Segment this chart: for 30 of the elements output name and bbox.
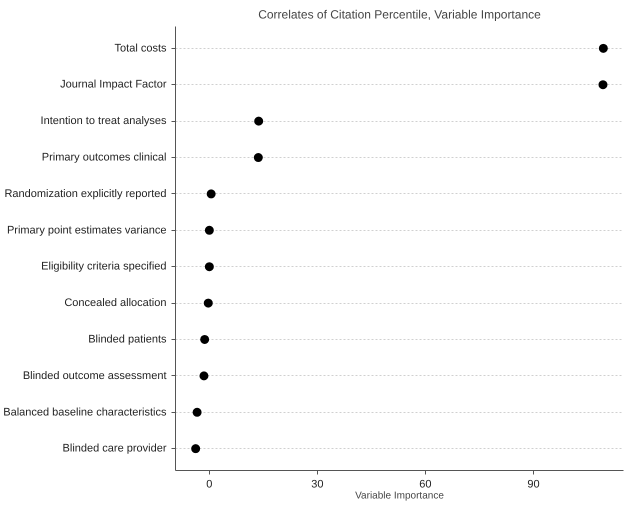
point [200, 334, 210, 344]
y-tick-label: Blinded outcome assessment [22, 370, 166, 382]
y-tick-label: Blinded patients [88, 333, 167, 346]
y-tick-label: Blinded care provider [62, 442, 167, 455]
x-tick-label: 60 [419, 478, 432, 490]
point [598, 80, 608, 90]
x-tick-label: 90 [527, 478, 540, 490]
x-tick-label: 30 [311, 478, 324, 490]
y-tick-label: Randomization explicitly reported [4, 188, 167, 200]
point [199, 371, 208, 380]
point [204, 298, 213, 308]
point [598, 44, 608, 53]
point [254, 153, 263, 162]
point [204, 226, 214, 235]
y-tick-label: Total costs [114, 42, 167, 54]
point [192, 408, 202, 417]
y-tick-label: Eligibility criteria specified [41, 260, 167, 273]
point [254, 116, 264, 126]
point [191, 444, 200, 454]
x-axis-title: Variable Importance [355, 490, 444, 502]
y-tick-label: Concealed allocation [64, 297, 167, 310]
y-tick-label: Intention to treat analyses [40, 115, 167, 128]
x-tick-label: 0 [206, 478, 212, 490]
chart-title: Correlates of Citation Percentile, Variable Importance [258, 8, 542, 22]
y-tick-label: Journal Impact Factor [60, 78, 167, 91]
y-tick-label: Primary outcomes clinical [42, 152, 166, 164]
y-tick-label: Balanced baseline characteristics [3, 406, 167, 418]
y-tick-label: Primary point estimates variance [6, 224, 167, 236]
point [204, 262, 214, 272]
point [206, 189, 216, 198]
